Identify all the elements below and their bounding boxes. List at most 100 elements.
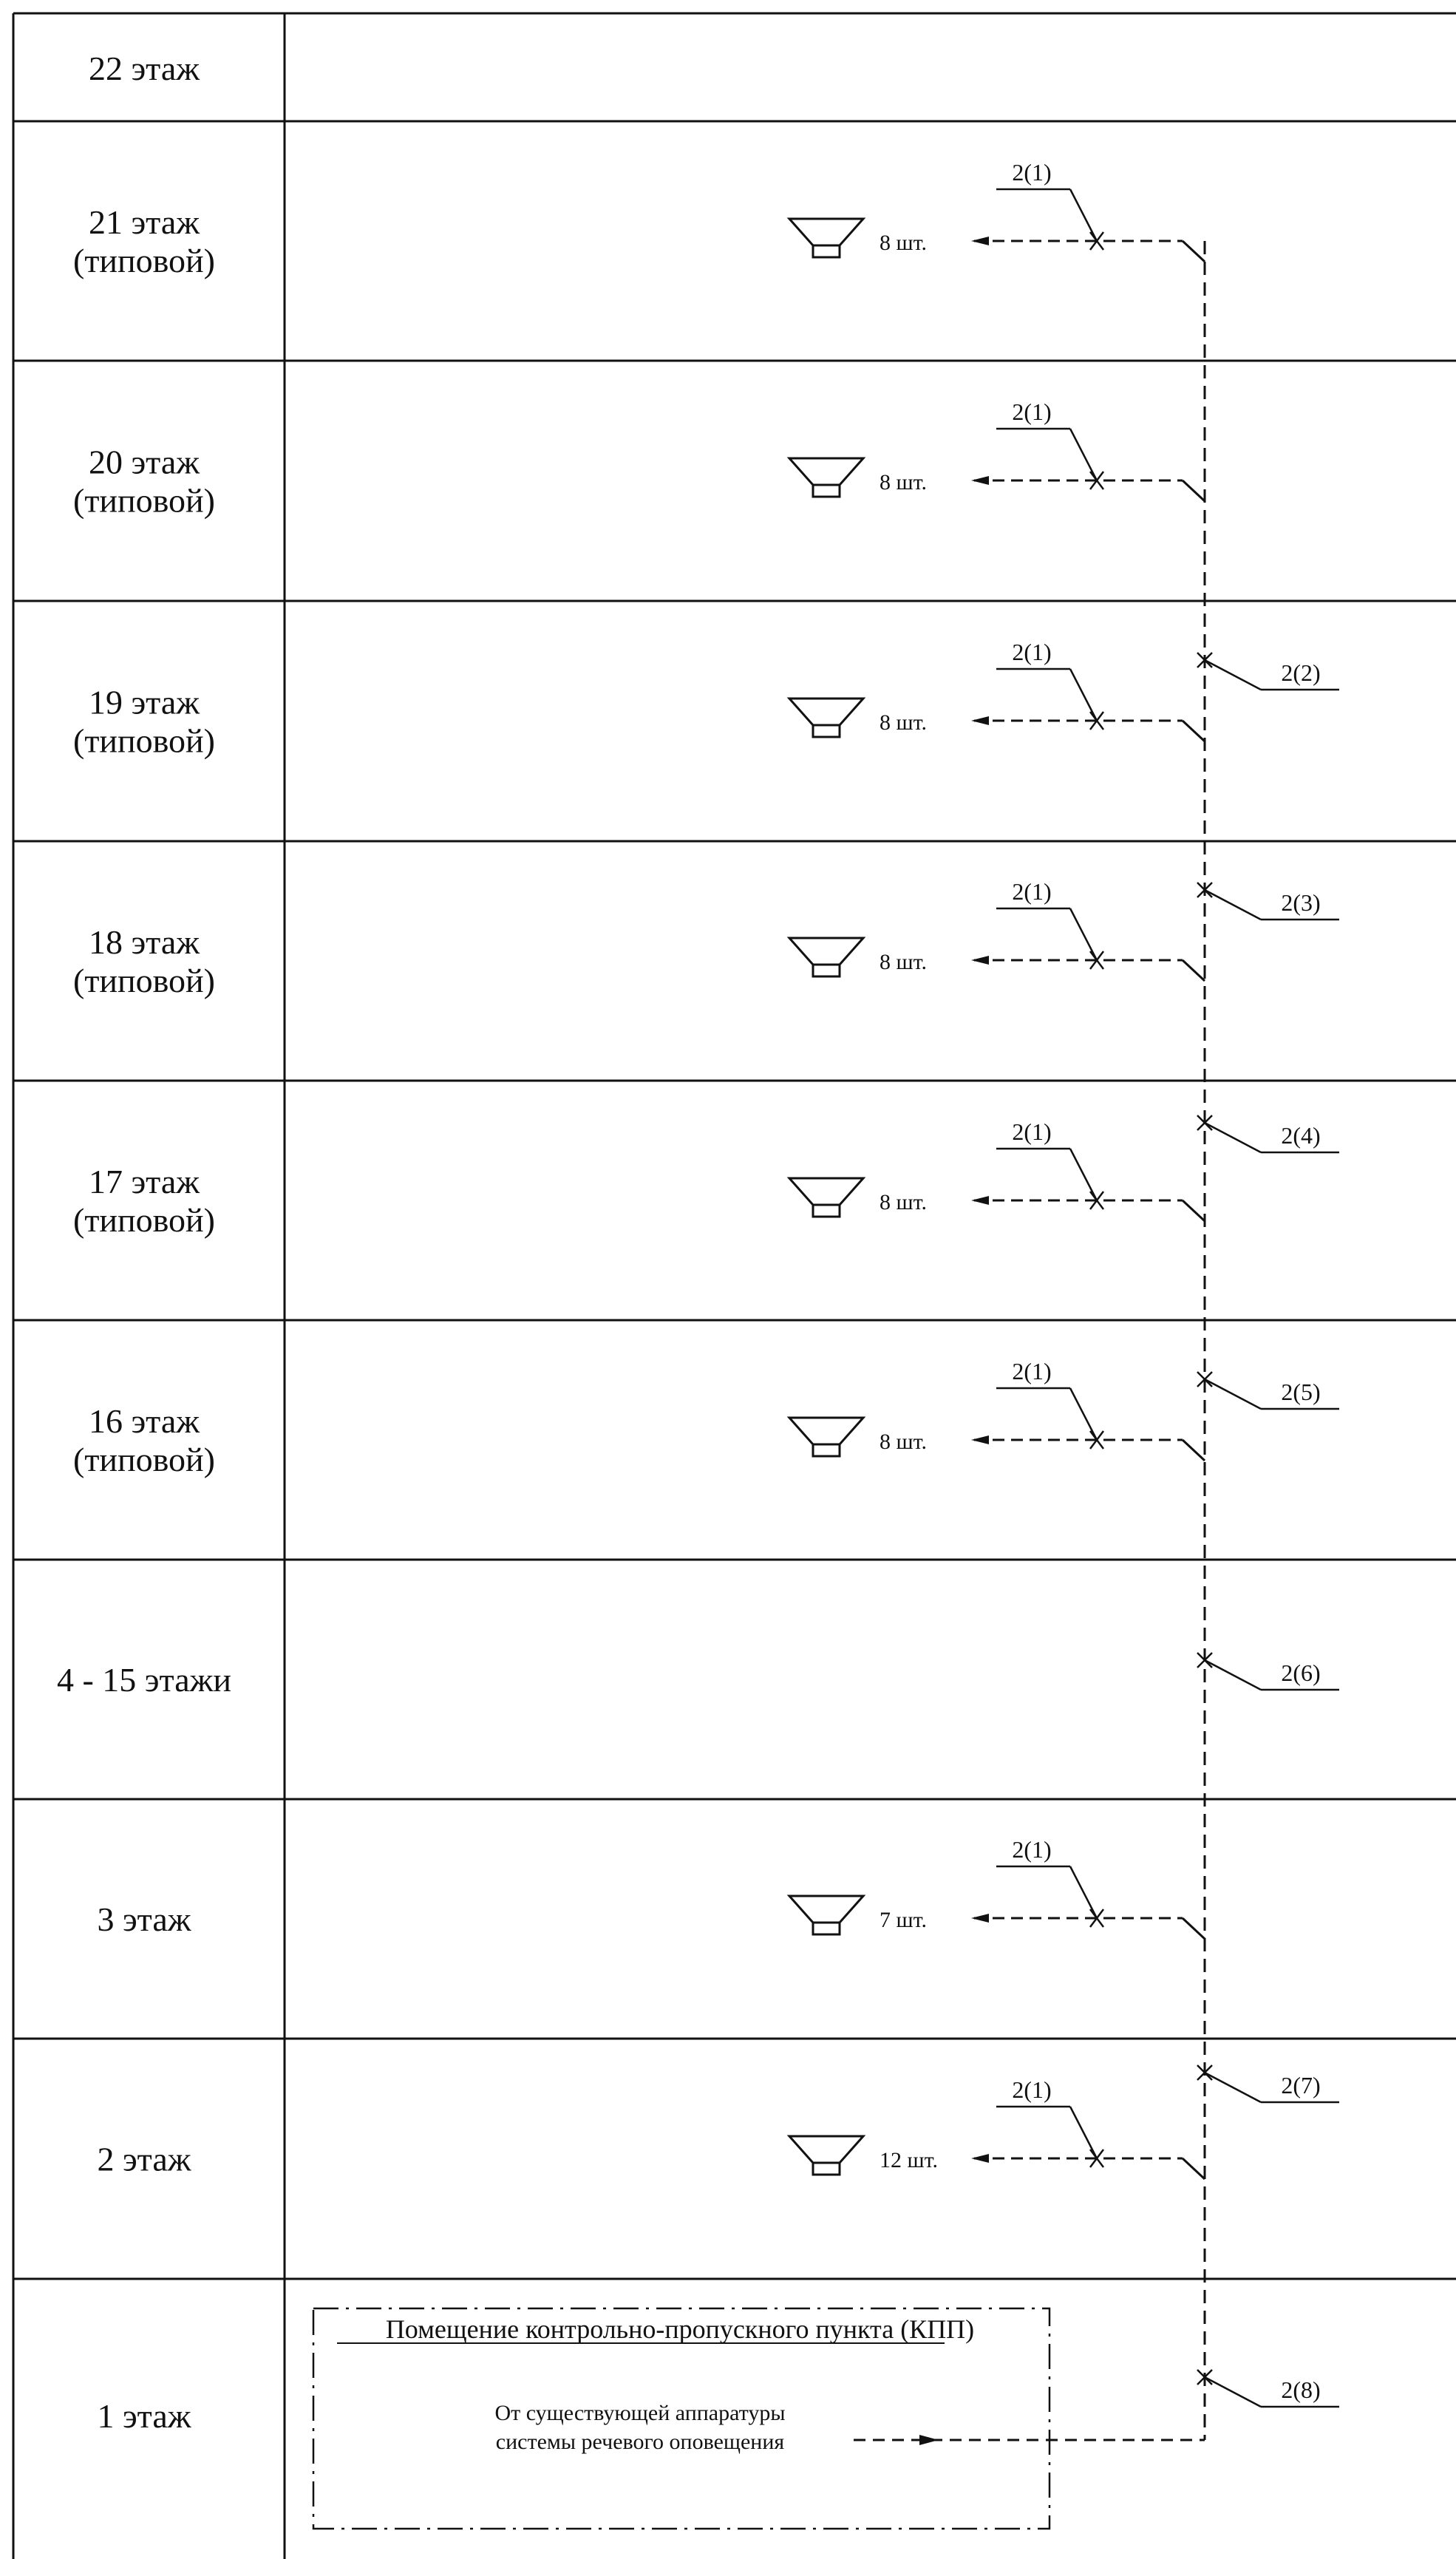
speaker-group: 8 шт. 2(1)	[786, 1358, 1206, 1462]
branch-joint	[1181, 959, 1206, 982]
branch-arrow	[971, 476, 989, 485]
checkpoint-room: Помещение контрольно-пропускного пункта …	[312, 2307, 1205, 2530]
floor-label: 2 этаж	[97, 2141, 191, 2178]
source-line-2: системы речевого оповещения	[496, 2430, 785, 2454]
floor-label: 19 этаж	[89, 684, 200, 721]
speaker-group: 8 шт. 2(1)	[786, 159, 1206, 263]
riser-tag: 2(6)	[1197, 1652, 1339, 1691]
leader-line	[1204, 659, 1262, 691]
riser-tag: 2(4)	[1197, 1115, 1339, 1154]
loudspeaker-icon	[786, 2135, 866, 2176]
source-line-1: От существующей аппаратуры	[494, 2401, 785, 2425]
riser-tag: 2(5)	[1197, 1371, 1339, 1410]
loudspeaker-icon	[786, 697, 866, 738]
leader-line	[1069, 908, 1098, 961]
leader-line	[1204, 2376, 1262, 2408]
riser-tag: 2(8)	[1197, 2369, 1339, 2408]
leader-line	[1204, 888, 1262, 921]
branch-arrow	[971, 1196, 989, 1205]
branch-arrow	[971, 716, 989, 725]
floor-sublabel: (типовой)	[73, 242, 215, 279]
riser-tag: 2(7)	[1197, 2064, 1339, 2104]
floor-label: 22 этаж	[89, 50, 200, 87]
speaker-count: 7 шт.	[880, 1908, 927, 1932]
cable-tag: 2(1)	[1012, 1358, 1051, 1384]
leader-line	[1204, 1121, 1262, 1154]
leader-line	[1069, 2106, 1098, 2159]
speaker-count: 8 шт.	[880, 231, 927, 255]
branch-joint	[1181, 1438, 1206, 1462]
checkpoint-room-title: Помещение контрольно-пропускного пункта …	[386, 2314, 974, 2344]
floor-sublabel: (типовой)	[73, 1441, 215, 1478]
leader-line	[1069, 668, 1098, 721]
floor-label: 4 - 15 этажи	[57, 1661, 231, 1699]
cable-tag: 2(1)	[1012, 1118, 1051, 1145]
loudspeaker-icon	[786, 1894, 866, 1936]
leader-line	[1069, 1866, 1098, 1919]
speaker-count: 12 шт.	[880, 2148, 938, 2172]
speaker-count: 8 шт.	[880, 470, 927, 495]
loudspeaker-icon	[786, 1177, 866, 1218]
loudspeaker-icon	[786, 937, 866, 978]
leader-line	[1069, 428, 1098, 481]
floor-label: 20 этаж	[89, 444, 200, 481]
riser-tag: 2(3)	[1197, 882, 1339, 921]
speaker-count: 8 шт.	[880, 1430, 927, 1454]
cable-tag: 2(1)	[1012, 639, 1051, 665]
checkpoint-room-boundary	[312, 2307, 1051, 2530]
cable-tag: 2(1)	[1012, 398, 1051, 425]
leader-line	[1204, 2071, 1262, 2104]
branch-arrow	[971, 237, 989, 245]
cable-tag: 2(1)	[1012, 1836, 1051, 1863]
cable-tag: 2(1)	[1012, 159, 1051, 186]
speaker-group: 8 шт. 2(1)	[786, 639, 1206, 743]
cable-tag: 2(1)	[1012, 878, 1051, 905]
source-feed-arrow	[919, 2435, 939, 2445]
speaker-count: 8 шт.	[880, 710, 927, 735]
floor-sublabel: (типовой)	[73, 962, 215, 999]
floor-label: 1 этаж	[97, 2397, 191, 2435]
branch-arrow	[971, 956, 989, 965]
leader-line	[1069, 188, 1098, 242]
floor-grid	[12, 12, 1456, 2559]
speaker-count: 8 шт.	[880, 1190, 927, 1214]
floor-sublabel: (типовой)	[73, 1201, 215, 1239]
leader-line	[1204, 1378, 1262, 1410]
branch-arrow	[971, 1914, 989, 1923]
loudspeaker-icon	[786, 217, 866, 259]
branch-arrow	[971, 2154, 989, 2163]
cable-tag: 2(5)	[1281, 1379, 1320, 1405]
floor-label: 16 этаж	[89, 1402, 200, 1440]
leader-line	[1069, 1148, 1098, 1201]
riser-tag: 2(2)	[1197, 652, 1339, 691]
branch-joint	[1181, 1917, 1206, 1940]
branch-joint	[1181, 719, 1206, 743]
branch-joint	[1181, 2157, 1206, 2181]
speaker-groups: 8 шт. 2(1) 8 шт. 2(1) 8 шт. 2(1) 8 шт. 2(1) 8 шт…	[786, 159, 1206, 2181]
cable-tag: 2(7)	[1281, 2072, 1320, 2098]
floor-label: 18 этаж	[89, 923, 200, 961]
speaker-group: 12 шт. 2(1)	[786, 2076, 1206, 2181]
cable-tag: 2(8)	[1281, 2376, 1320, 2403]
cable-tag: 2(3)	[1281, 889, 1320, 916]
floor-label: 3 этаж	[97, 1900, 191, 1938]
cable-tag: 2(6)	[1281, 1659, 1320, 1686]
floor-label: 17 этаж	[89, 1163, 200, 1200]
speaker-group: 7 шт. 2(1)	[786, 1836, 1206, 1940]
floor-label: 21 этаж	[89, 203, 200, 241]
branch-joint	[1181, 239, 1206, 263]
loudspeaker-icon	[786, 1416, 866, 1458]
cable-tag: 2(2)	[1281, 659, 1320, 686]
speaker-group: 8 шт. 2(1)	[786, 1118, 1206, 1223]
riser-cable-tags: 2(2) 2(3) 2(4) 2(5) 2(6) 2(7) 2(8)	[1197, 652, 1339, 2408]
cable-tag: 2(1)	[1012, 2076, 1051, 2103]
branch-joint	[1181, 479, 1206, 503]
floor-sublabel: (типовой)	[73, 482, 215, 520]
leader-line	[1069, 1387, 1098, 1441]
speaker-group: 8 шт. 2(1)	[786, 878, 1206, 982]
leader-line	[1204, 1659, 1262, 1691]
branch-joint	[1181, 1199, 1206, 1223]
floor-sublabel: (типовой)	[73, 722, 215, 760]
